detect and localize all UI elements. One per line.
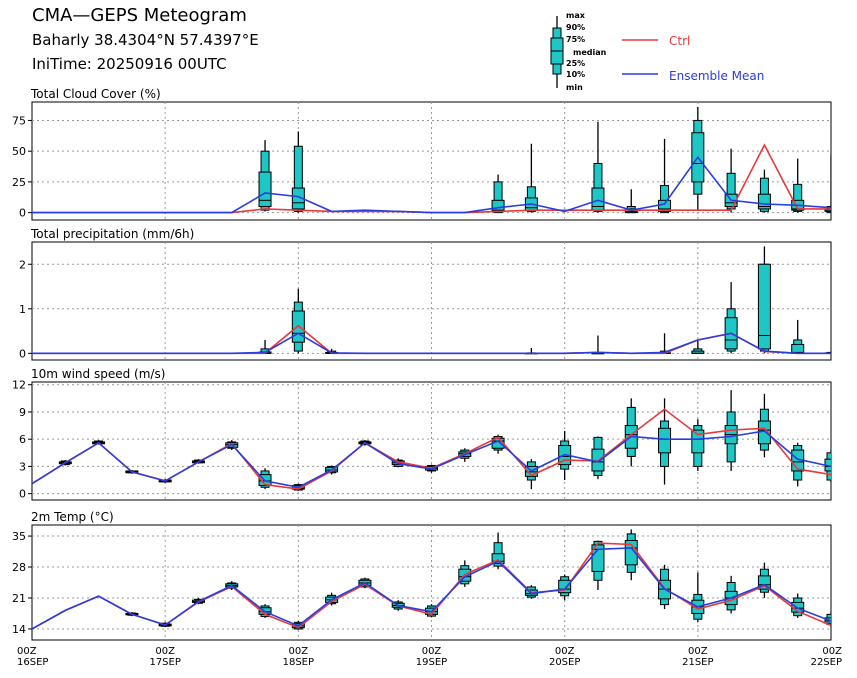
panel-1: Total Cloud Cover (%) 0 25 50 75 xyxy=(12,87,832,221)
x-tick-label-date: 18SEP xyxy=(283,657,314,668)
ensemble-box xyxy=(691,339,705,354)
panel-plot xyxy=(32,390,831,491)
ensemble-box xyxy=(524,143,538,213)
x-tick-label-hour: 00Z xyxy=(289,646,309,657)
x-tick-label-hour: 00Z xyxy=(555,646,575,657)
y-tick-label: 50 xyxy=(12,145,26,158)
panel-plot xyxy=(32,246,831,355)
box-outer xyxy=(493,181,503,214)
panel-title: Total precipitation (mm/6h) xyxy=(30,227,194,241)
box-outer xyxy=(793,183,803,212)
location-label: Baharly 38.4304°N 57.4397°E xyxy=(32,31,259,49)
ensemble-box xyxy=(591,335,605,355)
y-tick-label: 75 xyxy=(12,114,26,127)
y-tick-label: 28 xyxy=(12,561,26,574)
legend-box-label: 10% xyxy=(566,70,585,79)
y-tick-label: 35 xyxy=(12,530,26,543)
ensemble-box xyxy=(624,529,638,581)
x-tick-label-date: 22SEP xyxy=(811,657,842,668)
x-tick-label-hour: 00Z xyxy=(422,646,442,657)
x-tick-label-date: 21SEP xyxy=(682,657,713,668)
panel-4: 2m Temp (°C) 14 21 28 35 xyxy=(12,510,832,641)
box-outer xyxy=(593,162,603,212)
y-tick-label: 0 xyxy=(19,488,26,501)
box-inner xyxy=(658,427,672,454)
ensemble-box xyxy=(757,169,771,213)
legend-box-label: 75% xyxy=(566,35,585,44)
panel-plot xyxy=(32,529,831,630)
box-inner xyxy=(757,193,771,210)
y-tick-label: 9 xyxy=(19,406,26,419)
y-tick-label: 1 xyxy=(19,303,26,316)
y-tick-label: 12 xyxy=(12,379,26,392)
ensemble-box xyxy=(658,564,672,610)
legend-mean-label: Ensemble Mean xyxy=(669,69,764,83)
ensemble-box xyxy=(724,282,738,354)
init-time-label: IniTime: 20250916 00UTC xyxy=(32,55,227,73)
chart-title: CMA—GEPS Meteogram xyxy=(32,5,247,26)
ensemble-box xyxy=(291,131,305,213)
panels: Total Cloud Cover (%) 0 25 50 75 Total precip… xyxy=(12,87,832,641)
legend-box-label: max xyxy=(566,11,586,20)
ensemble-box xyxy=(824,450,831,483)
box-inner xyxy=(591,544,605,572)
ensemble-box xyxy=(291,288,305,354)
panel-3: 10m wind speed (m/s) 0 3 6 9 12 xyxy=(12,367,832,501)
ensemble-box xyxy=(658,138,672,214)
ensemble-box xyxy=(691,572,705,623)
box-inner xyxy=(757,263,771,350)
x-tick-label-hour: 00Z xyxy=(17,646,37,657)
y-tick-label: 21 xyxy=(12,592,26,605)
x-tick-label-hour: 00Z xyxy=(688,646,708,657)
x-tick-label-date: 20SEP xyxy=(549,657,580,668)
y-tick-label: 6 xyxy=(19,433,26,446)
x-tick-label-date: 17SEP xyxy=(149,657,180,668)
ensemble-box xyxy=(724,575,738,614)
ensemble-box xyxy=(591,121,605,213)
x-axis: 00Z16SEP00Z17SEP00Z18SEP00Z19SEP00Z20SEP… xyxy=(17,646,842,668)
ensemble-box xyxy=(791,319,805,354)
ensemble-box xyxy=(658,398,672,485)
panel-title: 2m Temp (°C) xyxy=(31,510,114,524)
box-inner xyxy=(258,171,272,207)
y-tick-label: 2 xyxy=(19,258,26,271)
ensemble-mean-line xyxy=(32,332,831,355)
y-tick-label: 0 xyxy=(19,207,26,220)
panel-2: Total precipitation (mm/6h) 0 1 2 xyxy=(19,227,832,361)
y-tick-label: 0 xyxy=(19,347,26,360)
ensemble-box xyxy=(258,140,272,212)
x-tick-label-date: 19SEP xyxy=(416,657,447,668)
y-tick-label: 25 xyxy=(12,176,26,189)
legend: max 90% 75% median 25% 10% min Ctrl Ensemble Mea… xyxy=(550,11,764,92)
box-outer xyxy=(293,145,303,212)
ensemble-mean-line xyxy=(32,547,831,630)
panel-frame xyxy=(31,524,832,641)
ensemble-box xyxy=(558,574,572,601)
legend-box-label: 90% xyxy=(566,23,585,32)
panel-plot xyxy=(32,106,831,214)
x-tick-label-hour: 00Z xyxy=(822,646,842,657)
legend-box-label: min xyxy=(566,83,583,92)
box-inner xyxy=(691,429,705,454)
ensemble-box xyxy=(258,339,272,354)
ensemble-mean-line xyxy=(32,155,831,214)
ensemble-box xyxy=(757,393,771,458)
panel-title: Total Cloud Cover (%) xyxy=(30,87,161,101)
box-inner xyxy=(491,553,505,564)
x-tick-label-hour: 00Z xyxy=(155,646,175,657)
y-tick-label: 3 xyxy=(19,460,26,473)
ensemble-box xyxy=(757,246,771,354)
x-tick-label-date: 16SEP xyxy=(17,657,48,668)
panel-title: 10m wind speed (m/s) xyxy=(31,367,165,381)
legend-box-label: median xyxy=(573,48,607,57)
ensemble-box xyxy=(824,154,831,214)
legend-box-label: 25% xyxy=(566,59,585,68)
ensemble-box xyxy=(691,419,705,471)
ensemble-box xyxy=(757,562,771,598)
ensemble-mean-line xyxy=(32,430,831,489)
legend-ctrl-label: Ctrl xyxy=(669,34,690,48)
y-tick-label: 14 xyxy=(12,623,26,636)
